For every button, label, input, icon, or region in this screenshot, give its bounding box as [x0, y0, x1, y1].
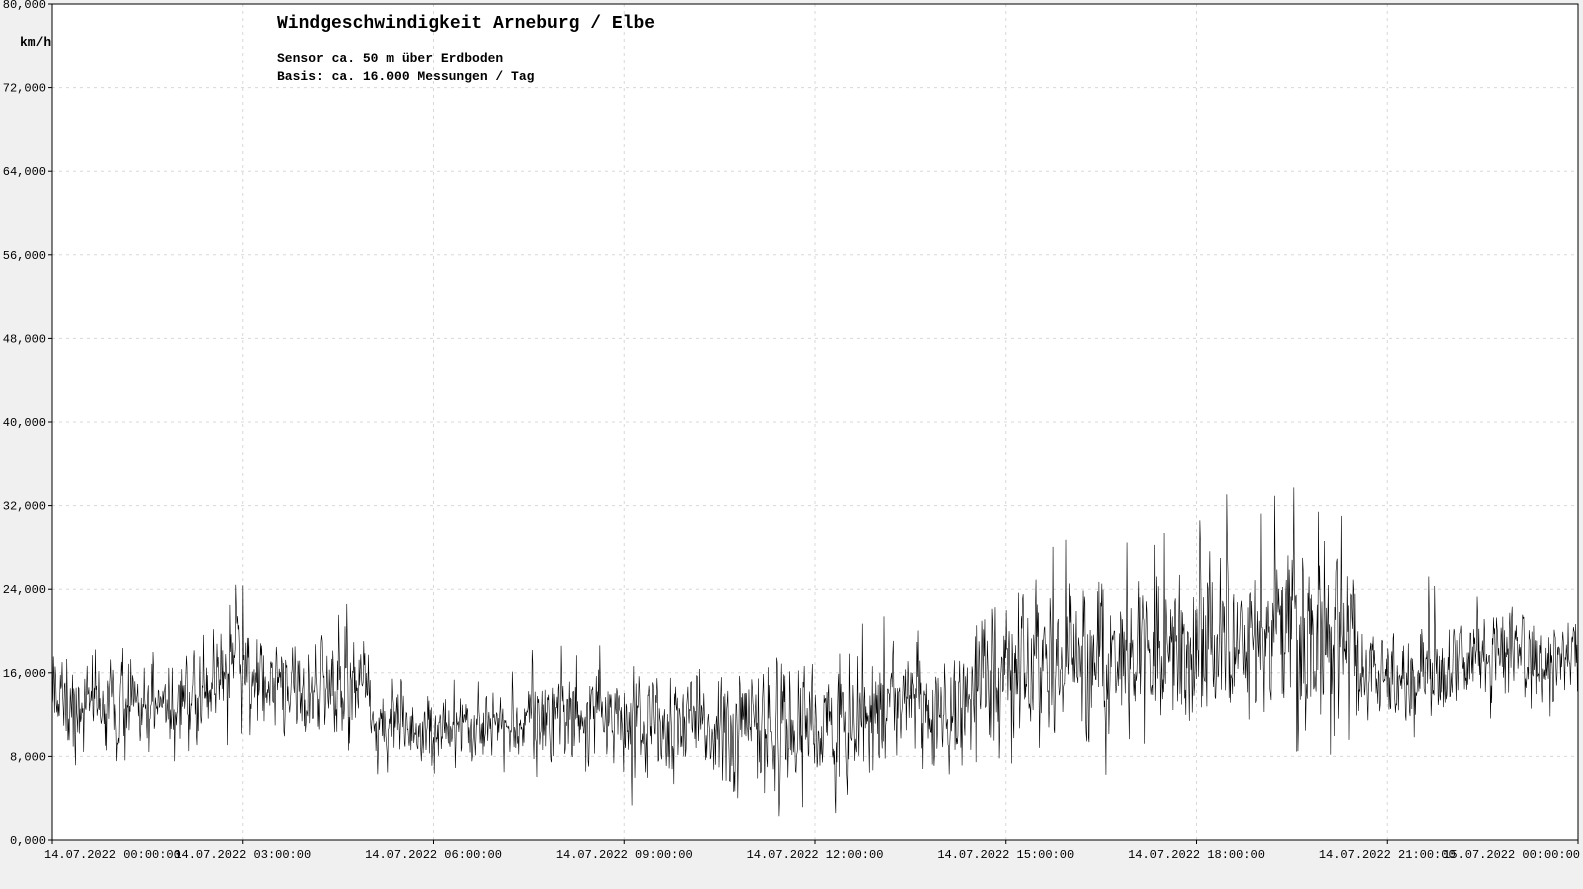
- ytick-label: 32,000: [3, 500, 46, 514]
- xtick-label: 14.07.2022 15:00:00: [937, 848, 1074, 862]
- xtick-label: 14.07.2022 06:00:00: [365, 848, 502, 862]
- ytick-label: 24,000: [3, 583, 46, 597]
- ytick-label: 0,000: [10, 834, 46, 848]
- ytick-label: 80,000: [3, 0, 46, 12]
- ytick-label: 64,000: [3, 165, 46, 179]
- chart-svg: 0,000 8,000 16,000 24,000 32,000 40,000 48,000…: [0, 0, 1583, 889]
- chart-title: Windgeschwindigkeit Arneburg / Elbe: [277, 14, 655, 34]
- ytick-label: 56,000: [3, 249, 46, 263]
- xtick-label: 14.07.2022 09:00:00: [556, 848, 693, 862]
- ytick-label: 40,000: [3, 416, 46, 430]
- chart-subtitle-2: Basis: ca. 16.000 Messungen / Tag: [277, 69, 535, 84]
- chart-subtitle-1: Sensor ca. 50 m über Erdboden: [277, 51, 503, 66]
- xtick-label: 14.07.2022 21:00:00: [1319, 848, 1456, 862]
- xtick-label: 14.07.2022 12:00:00: [747, 848, 884, 862]
- ytick-label: 16,000: [3, 667, 46, 681]
- wind-speed-chart: 0,000 8,000 16,000 24,000 32,000 40,000 48,000…: [0, 0, 1583, 889]
- y-unit-label: km/h: [20, 35, 51, 50]
- xtick-label: 14.07.2022 18:00:00: [1128, 848, 1265, 862]
- xtick-label: 14.07.2022 03:00:00: [174, 848, 311, 862]
- ytick-label: 72,000: [3, 82, 46, 96]
- ytick-label: 8,000: [10, 750, 46, 764]
- xtick-label: 14.07.2022 00:00:00: [44, 848, 181, 862]
- ytick-label: 48,000: [3, 332, 46, 346]
- xtick-label: 15.07.2022 00:00:00: [1443, 848, 1580, 862]
